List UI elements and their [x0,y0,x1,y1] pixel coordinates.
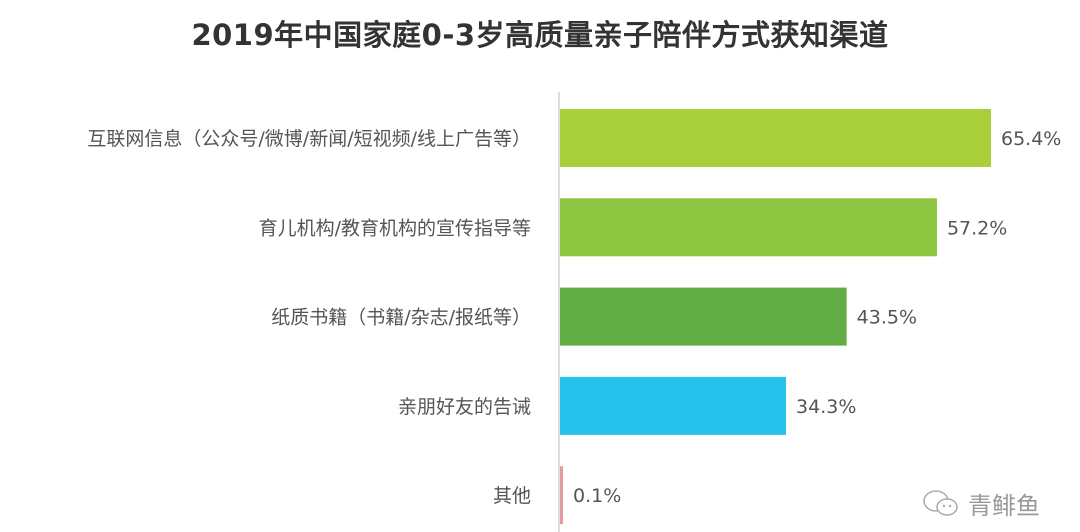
category-label: 育儿机构/教育机构的宣传指导等 [259,217,531,239]
value-label: 0.1% [573,485,621,507]
category-label: 亲朋好友的告诫 [398,396,531,418]
watermark: 青鲱鱼 [922,486,1040,521]
category-label: 纸质书籍（书籍/杂志/报纸等） [271,307,531,329]
value-label: 34.3% [796,396,856,418]
bar [560,198,937,257]
category-label: 其他 [493,485,531,507]
bar [560,466,563,525]
value-label: 65.4% [1001,128,1061,150]
watermark-text: 青鲱鱼 [968,492,1040,520]
bar [560,376,787,435]
value-label: 57.2% [947,217,1007,239]
category-label: 互联网信息（公众号/微博/新闻/短视频/线上广告等） [87,128,531,150]
bar [560,287,847,346]
chart-title: 2019年中国家庭0-3岁高质量亲子陪伴方式获知渠道 [191,18,889,52]
bar [560,109,991,167]
value-label: 43.5% [857,307,917,329]
wechat-icon [923,489,958,516]
